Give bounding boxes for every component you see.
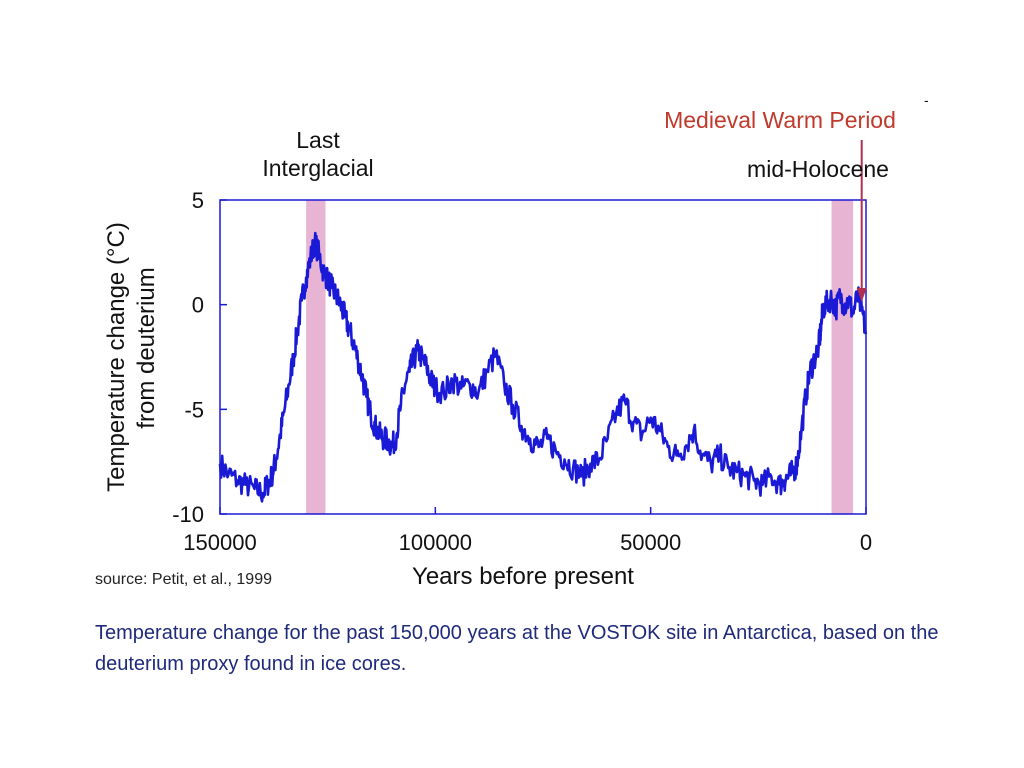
x-tick-label: 150000	[183, 530, 256, 555]
y-axis-title-line2: from deuterium	[133, 267, 160, 428]
y-tick-label: -5	[184, 397, 204, 422]
medieval-warm-period-arrowhead	[856, 288, 867, 302]
x-tick-label: 100000	[399, 530, 472, 555]
x-axis-title: Years before present	[412, 563, 634, 590]
y-tick-label: -10	[172, 502, 204, 527]
x-tick-label: 0	[860, 530, 872, 555]
highlight-band-0	[306, 200, 326, 514]
highlight-bands	[306, 200, 854, 514]
y-tick-label: 0	[192, 293, 204, 318]
x-tick-label: 50000	[620, 530, 681, 555]
y-axis-title-line1: Temperature change (°C)	[103, 222, 130, 492]
source-citation: source: Petit, et al., 1999	[95, 571, 272, 588]
figure-caption: Temperature change for the past 150,000 …	[95, 622, 939, 675]
plot-frame	[219, 199, 867, 515]
band-label-mid-holocene: mid-Holocene	[747, 156, 889, 182]
stray-dash-mark: -	[924, 92, 929, 108]
axis-ticks: 5 0 -5 -10 150000 100000 50000 0	[172, 188, 872, 555]
highlight-band-1	[831, 200, 854, 514]
medieval-warm-period-label: Medieval Warm Period	[664, 107, 896, 133]
series-line-temperature	[218, 231, 868, 503]
band-label-last: Last	[296, 127, 340, 153]
band-label-interglacial: Interglacial	[262, 155, 373, 181]
y-tick-label: 5	[192, 188, 204, 213]
